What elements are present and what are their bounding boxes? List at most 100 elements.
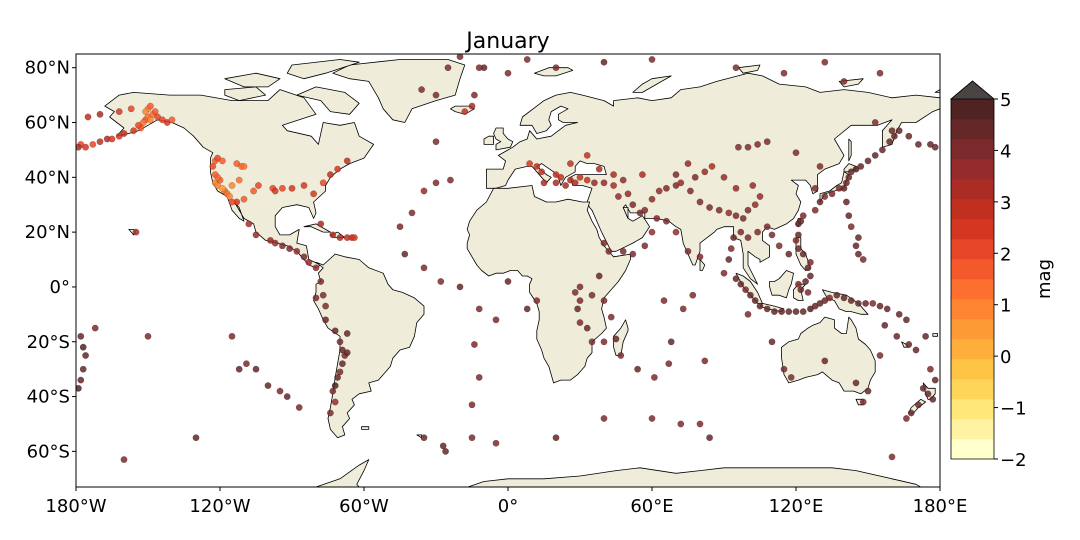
quake-point — [735, 143, 742, 151]
quake-point — [615, 193, 622, 200]
quake-point — [576, 297, 584, 304]
quake-point — [771, 308, 778, 315]
lon-tick-label: 60°E — [630, 496, 673, 517]
quake-point — [859, 398, 867, 406]
quake-point — [895, 310, 903, 318]
quake-point — [927, 140, 934, 148]
quake-point — [254, 182, 262, 189]
quake-point — [732, 275, 740, 283]
landmass-britain — [493, 127, 514, 151]
quake-point — [420, 434, 428, 442]
quake-point — [338, 360, 346, 368]
colorbar-segment — [951, 439, 994, 460]
quake-point — [689, 291, 697, 299]
quake-point — [432, 91, 440, 99]
colorbar-tick-label: 5 — [1000, 90, 1011, 111]
landmass-wrangel — [934, 89, 940, 93]
quake-point — [915, 140, 922, 148]
quake-point — [931, 143, 939, 151]
quake-point — [883, 305, 891, 313]
quake-point — [571, 179, 579, 187]
quake-point — [792, 236, 800, 244]
quake-point — [857, 162, 865, 170]
quake-point — [154, 113, 162, 121]
quake-point — [446, 176, 454, 184]
quake-point — [226, 193, 234, 200]
quake-point — [876, 352, 884, 359]
quake-point — [235, 365, 243, 373]
landmass-arabia-gulf-fix — [622, 207, 629, 219]
quake-point — [821, 357, 829, 365]
quake-point — [754, 228, 761, 236]
quake-point — [807, 305, 814, 313]
quake-point — [619, 176, 627, 184]
colorbar: 5 4 3 2 1 0 −1 −2 mag — [949, 80, 1055, 471]
quake-point — [795, 231, 802, 239]
quake-point — [576, 173, 584, 181]
quake-point — [142, 108, 150, 116]
quake-point — [96, 138, 104, 146]
quake-point — [807, 272, 814, 280]
quake-point — [720, 269, 728, 277]
quake-point — [869, 299, 877, 307]
quake-point — [706, 434, 713, 442]
quake-point — [797, 286, 805, 294]
quake-point — [922, 332, 929, 340]
quake-point — [475, 305, 483, 313]
quake-point — [286, 245, 293, 253]
quake-point — [245, 220, 253, 228]
quake-point — [552, 64, 560, 72]
quake-point — [862, 299, 869, 307]
quake-point — [826, 294, 833, 302]
quake-point — [343, 349, 351, 357]
quake-point — [751, 201, 759, 209]
quake-point — [648, 195, 656, 203]
quake-point — [888, 127, 896, 135]
quake-point — [864, 157, 872, 165]
quake-point — [533, 162, 541, 170]
quake-point — [331, 398, 339, 406]
landmass-falklands — [361, 426, 370, 430]
lat-tick-label: 60°N — [25, 113, 70, 134]
quake-point — [151, 108, 159, 116]
quake-point — [677, 420, 685, 428]
quake-point — [139, 119, 147, 126]
quake-point — [336, 368, 344, 376]
landmass-eurasia — [486, 72, 940, 285]
quake-point — [629, 250, 637, 258]
quake-point — [927, 365, 934, 373]
landmass-sakhalin — [848, 138, 852, 162]
quake-point — [742, 286, 749, 294]
quake-point — [684, 247, 692, 255]
quake-point — [795, 245, 802, 253]
quake-point — [879, 146, 886, 154]
quake-point — [624, 190, 632, 198]
quake-point — [468, 401, 476, 409]
quake-point — [855, 250, 862, 258]
quake-point — [715, 206, 723, 214]
quake-point — [912, 346, 920, 354]
quake-point — [576, 319, 584, 326]
quake-point — [821, 58, 829, 66]
quake-point — [744, 206, 752, 214]
quake-point — [456, 283, 464, 291]
quake-point — [218, 157, 226, 165]
colorbar-segment — [951, 239, 994, 260]
quake-point — [144, 332, 152, 340]
landmass-baffin — [296, 86, 360, 115]
quake-point — [871, 151, 879, 159]
lon-tick-label: 60°W — [339, 496, 389, 517]
quake-point — [891, 132, 898, 140]
quake-point — [720, 173, 728, 181]
quake-point — [300, 253, 308, 261]
quake-point — [600, 338, 608, 346]
quake-point — [432, 138, 440, 146]
quake-point — [749, 182, 757, 189]
lat-tick-label: 20°S — [27, 332, 70, 353]
quake-point — [667, 338, 675, 346]
quake-point — [634, 365, 641, 373]
quake-point — [816, 299, 824, 307]
lon-tick-label: 180°W — [45, 496, 106, 517]
quake-point — [240, 195, 248, 203]
quake-point — [492, 316, 500, 324]
